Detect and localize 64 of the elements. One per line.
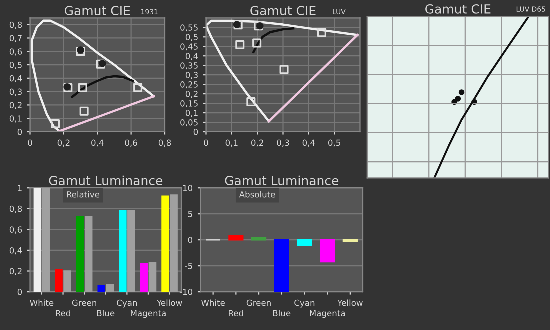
y-tick-label: 0,3 bbox=[186, 72, 198, 80]
y-tick-label: 0 bbox=[194, 128, 198, 136]
y-tick-label: 0,25 bbox=[180, 82, 198, 89]
y-tick-label: 0,15 bbox=[180, 100, 198, 108]
x-tick-label: Magenta bbox=[131, 310, 166, 318]
y-tick-label: 0,1 bbox=[186, 110, 198, 118]
y-tick-label: 0,5 bbox=[10, 62, 22, 70]
x-tick-label: Yellow bbox=[338, 300, 363, 306]
x-tick-label: 0,8 bbox=[158, 140, 172, 147]
chart-title: Gamut Luminance bbox=[49, 176, 163, 186]
y-tick-label: 0 bbox=[188, 237, 193, 244]
x-tick-label: Blue bbox=[97, 310, 115, 317]
annotation: Relative bbox=[67, 191, 100, 198]
chart-title: Gamut CIE bbox=[65, 6, 130, 16]
y-tick-label: 1 bbox=[18, 185, 22, 192]
y-tick-label: 0,2 bbox=[10, 268, 22, 276]
x-tick-label: Cyan bbox=[294, 300, 315, 308]
y-tick-label: 0,4 bbox=[10, 247, 22, 255]
y-tick-label: 0,8 bbox=[10, 22, 22, 29]
text: Gamut CIE bbox=[426, 4, 491, 14]
x-tick-label: Cyan bbox=[117, 300, 138, 308]
x-tick-label: 0,1 bbox=[226, 140, 238, 147]
y-tick-label: 0,05 bbox=[180, 119, 198, 127]
x-tick-label: White bbox=[30, 300, 54, 306]
chart-title: Gamut Luminance bbox=[225, 176, 339, 186]
x-tick-label: Red bbox=[229, 310, 244, 317]
x-tick-label: 0,4 bbox=[92, 140, 104, 147]
y-tick-label: 0,4 bbox=[10, 75, 22, 83]
y-tick-label: 0,6 bbox=[10, 48, 22, 56]
y-tick-label: -5 bbox=[185, 263, 192, 270]
x-tick-label: 0,2 bbox=[252, 140, 264, 147]
y-tick-label: 0,2 bbox=[186, 91, 198, 98]
y-tick-label: 0,7 bbox=[10, 35, 22, 42]
y-tick-label: 0 bbox=[18, 289, 22, 296]
x-tick-label: 0 bbox=[28, 140, 32, 146]
y-tick-label: 0,6 bbox=[10, 226, 22, 234]
x-tick-label: 0,3 bbox=[277, 140, 290, 147]
chart-title: Gamut CIE bbox=[250, 6, 316, 16]
y-tick-label: 0,35 bbox=[180, 62, 198, 70]
y-tick-label: 5 bbox=[188, 211, 192, 218]
y-tick-label: 10 bbox=[183, 185, 193, 192]
x-tick-label: 0,4 bbox=[302, 140, 316, 147]
x-tick-label: Yellow bbox=[156, 300, 182, 306]
y-tick-label: 0,3 bbox=[10, 88, 22, 96]
x-tick-label: 0,6 bbox=[125, 140, 138, 147]
x-tick-label: Green bbox=[72, 300, 96, 306]
annotation: Absolute bbox=[239, 191, 276, 198]
y-tick-label: 0,45 bbox=[180, 44, 198, 51]
x-tick-label: 0,2 bbox=[58, 140, 70, 147]
x-tick-label: Blue bbox=[273, 310, 291, 317]
y-tick-label: 0,4 bbox=[186, 53, 198, 60]
y-tick-label: 0 bbox=[18, 128, 22, 136]
x-tick-label: 0,5 bbox=[328, 140, 340, 147]
x-tick-label: White bbox=[201, 300, 225, 306]
x-tick-label: Red bbox=[56, 310, 70, 317]
x-tick-label: Magenta bbox=[310, 310, 346, 318]
y-tick-label: 0,8 bbox=[10, 206, 22, 214]
y-tick-label: 0,2 bbox=[10, 102, 22, 110]
x-tick-label: Green bbox=[246, 300, 271, 306]
y-tick-label: 0,1 bbox=[10, 116, 22, 123]
x-tick-label: 0 bbox=[204, 140, 208, 146]
y-tick-label: -10 bbox=[180, 289, 193, 296]
y-tick-label: 0,5 bbox=[186, 34, 198, 42]
y-tick-label: 0,55 bbox=[180, 24, 198, 32]
